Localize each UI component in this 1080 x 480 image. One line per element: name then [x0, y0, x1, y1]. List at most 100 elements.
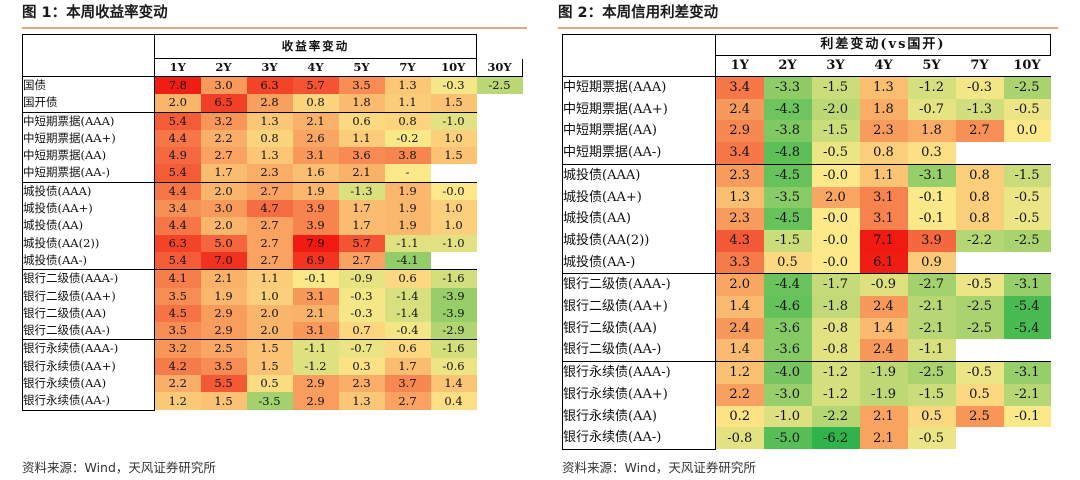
column-header-3y: 3Y — [811, 55, 860, 77]
row-label: 银行永续债(AAA-) — [22, 339, 155, 358]
table-row: 银行永续债(AA) 2.2 5.5 0.5 2.9 2.3 3.7 1.4 — [22, 375, 523, 393]
value-cell: -2.1 — [907, 317, 956, 340]
value-cell: -0.5 — [811, 142, 860, 165]
row-label: 银行二级债(AA+) — [22, 287, 155, 305]
value-cell: 3.0 — [200, 200, 247, 218]
value-cell: -1.8 — [811, 296, 860, 318]
value-cell: 1.5 — [430, 94, 477, 113]
value-cell: -0.3 — [955, 75, 1004, 99]
value-cell: 2.4 — [859, 296, 908, 318]
table-row: 城投债(AA) 4.4 2.0 2.7 3.9 1.7 1.9 1.0 — [22, 217, 523, 235]
row-label: 城投债(AA(2)) — [22, 234, 155, 252]
table-row: 中短期票据(AA) 2.9 -3.8 -1.5 2.3 1.8 2.7 0.0 — [562, 120, 1051, 143]
value-cell: -3.1 — [1003, 361, 1051, 384]
value-cell: 1.3 — [859, 75, 908, 99]
value-cell: 3.2 — [154, 339, 201, 358]
value-cell: 5.7 — [338, 234, 385, 252]
value-cell: 1.3 — [246, 111, 293, 130]
value-cell: 4.4 — [154, 217, 201, 235]
value-cell: 1.2 — [154, 392, 201, 411]
header-group-label: 利差变动(vs国开) — [715, 34, 1051, 56]
value-cell: -0.9 — [859, 273, 908, 297]
value-cell: -0.5 — [955, 273, 1004, 297]
column-header-10y: 10Y — [430, 58, 477, 77]
value-cell: -3.1 — [907, 163, 956, 187]
value-cell: 3.7 — [384, 375, 431, 393]
value-cell: -4.0 — [763, 361, 812, 384]
value-cell: -0.9 — [338, 269, 385, 288]
value-cell: -3.1 — [1003, 273, 1051, 297]
value-cell: -2.1 — [1003, 383, 1051, 406]
table-row: 中短期票据(AA-) 3.4 -4.8 -0.5 0.8 0.3 — [562, 142, 1051, 165]
column-header-1y: 1Y — [154, 58, 201, 77]
value-cell: 3.1 — [859, 186, 908, 209]
value-cell: 2.6 — [292, 129, 339, 148]
value-cell: 6.9 — [292, 251, 339, 270]
value-cell: 1.9 — [384, 181, 431, 201]
value-cell: -3.5 — [246, 392, 293, 411]
value-cell: -3.5 — [763, 186, 812, 209]
value-cell — [430, 251, 477, 270]
value-cell: -0.3 — [430, 76, 477, 95]
value-cell: 2.2 — [154, 375, 201, 393]
value-cell: -1.5 — [811, 75, 860, 99]
value-cell: -2.5 — [955, 317, 1004, 340]
value-cell: 0.4 — [430, 392, 477, 411]
value-cell: 3.4 — [715, 142, 764, 165]
column-header-5y: 5Y — [338, 58, 385, 77]
value-cell: -1.2 — [811, 361, 860, 384]
row-label: 城投债(AAA) — [562, 163, 716, 187]
value-cell — [955, 251, 1004, 274]
value-cell: 1.0 — [430, 217, 477, 235]
value-cell: 1.3 — [715, 186, 764, 209]
value-cell: -0.5 — [955, 361, 1004, 384]
value-cell: 1.3 — [246, 147, 293, 165]
table-row: 银行永续债(AA-) -0.8 -5.0 -6.2 2.1 -0.5 — [562, 427, 1051, 450]
column-header-5y: 5Y — [907, 55, 956, 77]
value-cell: 1.4 — [715, 339, 764, 362]
value-cell: -0.2 — [384, 129, 431, 148]
value-cell: -1.3 — [338, 181, 385, 201]
value-cell: 7.9 — [292, 234, 339, 252]
value-cell: 0.9 — [907, 251, 956, 274]
value-cell: 2.9 — [715, 120, 764, 143]
value-cell: 1.5 — [200, 392, 247, 411]
value-cell: -0.0 — [430, 181, 477, 201]
value-cell: 0.2 — [715, 405, 764, 428]
value-cell: 0.8 — [955, 186, 1004, 209]
column-header-2y: 2Y — [763, 55, 812, 77]
yield-change-table: 收益率变动 1Y 2Y 3Y 4Y 5Y 7Y 10Y 30Y 国债 7.8 3.0 6.3 5.7 3.5… — [22, 34, 523, 411]
value-cell: -4.5 — [763, 163, 812, 187]
value-cell: 1.0 — [246, 287, 293, 305]
value-cell: 0.8 — [384, 111, 431, 130]
value-cell: 0.5 — [246, 375, 293, 393]
value-cell: 2.0 — [200, 181, 247, 201]
value-cell: 3.8 — [384, 147, 431, 165]
table-row: 银行永续债(AAA-) 3.2 2.5 1.5 -1.1 -0.7 0.6 -1.6 — [22, 339, 523, 358]
row-label: 中短期票据(AA+) — [22, 129, 155, 148]
value-cell: -2.9 — [430, 322, 477, 340]
value-cell: 3.1 — [292, 322, 339, 340]
value-cell: 2.0 — [811, 186, 860, 209]
value-cell: 1.4 — [430, 375, 477, 393]
value-cell: 3.3 — [715, 251, 764, 274]
value-cell: -3.9 — [430, 304, 477, 323]
table-row: 银行永续债(AA) 0.2 -1.0 -2.2 2.1 0.5 2.5 -0.1 — [562, 405, 1051, 428]
value-cell: 0.8 — [955, 208, 1004, 230]
value-cell: 2.3 — [859, 120, 908, 143]
value-cell: -1.1 — [384, 234, 431, 252]
row-label: 城投债(AA-) — [562, 251, 716, 274]
figure-2-top-rule — [558, 27, 1058, 29]
value-cell: -4.8 — [763, 142, 812, 165]
header-corner — [22, 58, 155, 77]
row-label: 中短期票据(AA+) — [562, 98, 716, 121]
value-cell: -4.3 — [763, 98, 812, 121]
value-cell: -4.6 — [763, 296, 812, 318]
value-cell — [1003, 142, 1051, 165]
value-cell: 3.4 — [715, 75, 764, 99]
value-cell: -4.5 — [763, 208, 812, 230]
column-header-4y: 4Y — [859, 55, 908, 77]
value-cell: -0.5 — [1003, 186, 1051, 209]
value-cell: 2.1 — [200, 269, 247, 288]
value-cell: -0.7 — [338, 339, 385, 358]
